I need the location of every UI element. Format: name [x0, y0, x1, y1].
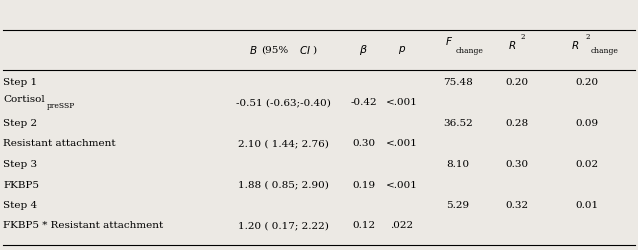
Text: $CI$: $CI$	[299, 44, 311, 56]
Text: 0.20: 0.20	[505, 78, 528, 87]
Text: 0.01: 0.01	[575, 201, 598, 210]
Text: 2.10 ( 1.44; 2.76): 2.10 ( 1.44; 2.76)	[239, 140, 329, 148]
Text: Step 3: Step 3	[3, 160, 37, 169]
Text: 2: 2	[521, 34, 526, 42]
Text: 1.20 ( 0.17; 2.22): 1.20 ( 0.17; 2.22)	[239, 222, 329, 230]
Text: FKBP5 * Resistant attachment: FKBP5 * Resistant attachment	[3, 222, 163, 230]
Text: $R$: $R$	[508, 39, 516, 51]
Text: ): )	[313, 46, 316, 54]
Text: $\beta$: $\beta$	[359, 43, 368, 57]
Text: 0.28: 0.28	[505, 119, 528, 128]
Text: 0.30: 0.30	[505, 160, 528, 169]
Text: -0.42: -0.42	[350, 98, 377, 108]
Text: <.001: <.001	[386, 140, 418, 148]
Text: Cortisol: Cortisol	[3, 95, 45, 104]
Text: 0.09: 0.09	[575, 119, 598, 128]
Text: FKBP5: FKBP5	[3, 180, 39, 190]
Text: -0.51 (-0.63;-0.40): -0.51 (-0.63;-0.40)	[237, 98, 331, 108]
Text: $F$: $F$	[445, 35, 453, 47]
Text: change: change	[591, 47, 619, 55]
Text: <.001: <.001	[386, 180, 418, 190]
Text: 1.88 ( 0.85; 2.90): 1.88 ( 0.85; 2.90)	[239, 180, 329, 190]
Text: Step 4: Step 4	[3, 201, 37, 210]
Text: preSSP: preSSP	[47, 102, 75, 110]
Text: 2: 2	[585, 34, 590, 42]
Text: 0.20: 0.20	[575, 78, 598, 87]
Text: 5.29: 5.29	[447, 201, 470, 210]
Text: Resistant attachment: Resistant attachment	[3, 140, 116, 148]
Text: $R$: $R$	[572, 39, 579, 51]
Text: .022: .022	[390, 222, 413, 230]
Text: $B$: $B$	[249, 44, 257, 56]
Text: 0.12: 0.12	[352, 222, 375, 230]
Text: 36.52: 36.52	[443, 119, 473, 128]
Text: $p$: $p$	[398, 44, 406, 56]
Text: Step 2: Step 2	[3, 119, 37, 128]
Text: 0.02: 0.02	[575, 160, 598, 169]
Text: 0.19: 0.19	[352, 180, 375, 190]
Text: 0.32: 0.32	[505, 201, 528, 210]
Text: 8.10: 8.10	[447, 160, 470, 169]
Text: 0.30: 0.30	[352, 140, 375, 148]
Text: (95%: (95%	[262, 46, 289, 54]
Text: 75.48: 75.48	[443, 78, 473, 87]
Text: Step 1: Step 1	[3, 78, 37, 87]
Text: <.001: <.001	[386, 98, 418, 108]
Text: change: change	[456, 47, 484, 55]
